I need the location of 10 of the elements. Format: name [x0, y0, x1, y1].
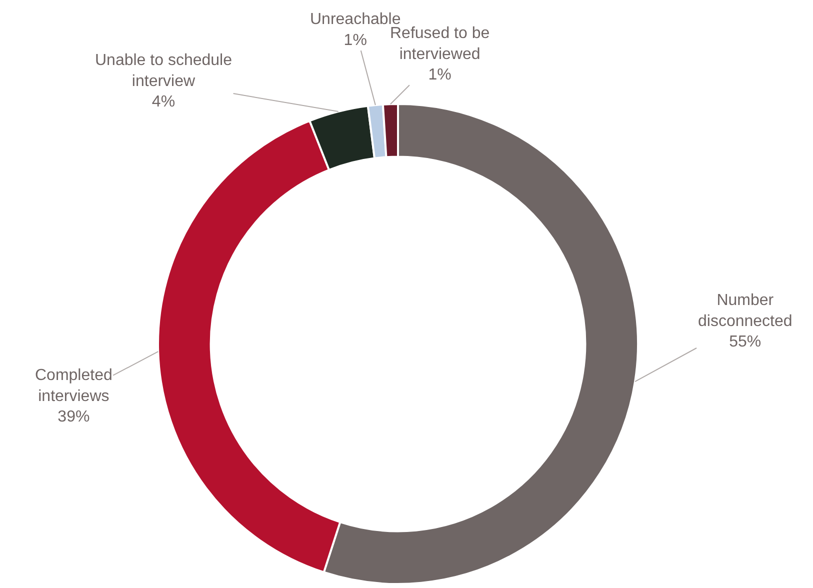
data-label: 1% [428, 66, 452, 84]
data-label: 39% [58, 408, 90, 426]
slice-label: Number disconnected [698, 292, 792, 330]
slice-label: Unreachable [310, 11, 401, 28]
data-label: 55% [729, 334, 762, 351]
slice-label: Refused to be interviewed [390, 25, 490, 63]
slice-label: Completed interviews [35, 367, 112, 405]
data-label: 1% [344, 32, 367, 49]
data-label: 4% [152, 94, 176, 111]
slice-label: Unable to schedule interview [95, 52, 232, 90]
